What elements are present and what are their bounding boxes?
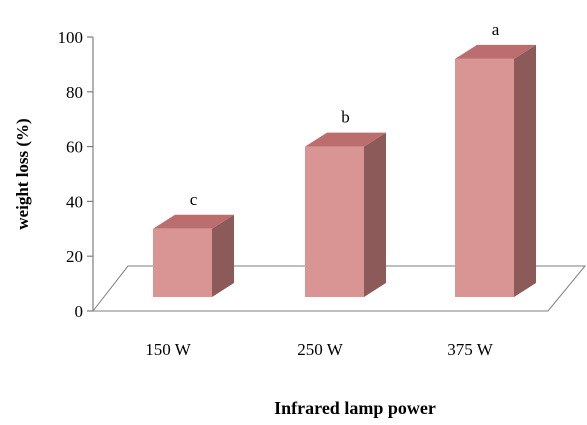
y-axis-label: weight loss (%) [13,118,32,229]
data-label: a [492,20,500,39]
y-tick-label: 20 [66,247,83,266]
x-tick-label: 375 W [447,340,493,359]
data-label: c [190,190,198,209]
x-axis-label: Infrared lamp power [274,398,436,418]
bar [305,132,386,297]
bar-side-face [514,44,536,297]
y-tick-label: 100 [58,28,84,47]
y-tick-label: 80 [66,83,83,102]
bar-side-face [364,132,386,297]
bar-front-face [153,228,212,297]
y-tick-label: 0 [75,302,84,321]
bar-top-face [455,44,536,59]
y-tick-label: 60 [66,138,83,157]
bar [153,214,234,297]
x-tick-labels: 150 W 250 W 375 W [145,340,493,359]
y-tick-labels: 0 20 40 60 80 100 [58,28,84,321]
bars [153,44,536,297]
bar-top-face [153,214,234,229]
bar-top-face [305,132,386,147]
x-tick-label: 250 W [297,340,343,359]
x-tick-label: 150 W [145,340,191,359]
y-axis [87,36,94,312]
bar-front-face [455,58,514,297]
bar-front-face [305,146,364,297]
bar-side-face [212,214,234,297]
bar [455,44,536,297]
data-labels: c b a [190,20,500,209]
y-tick-label: 40 [66,192,83,211]
data-label: b [341,108,350,127]
